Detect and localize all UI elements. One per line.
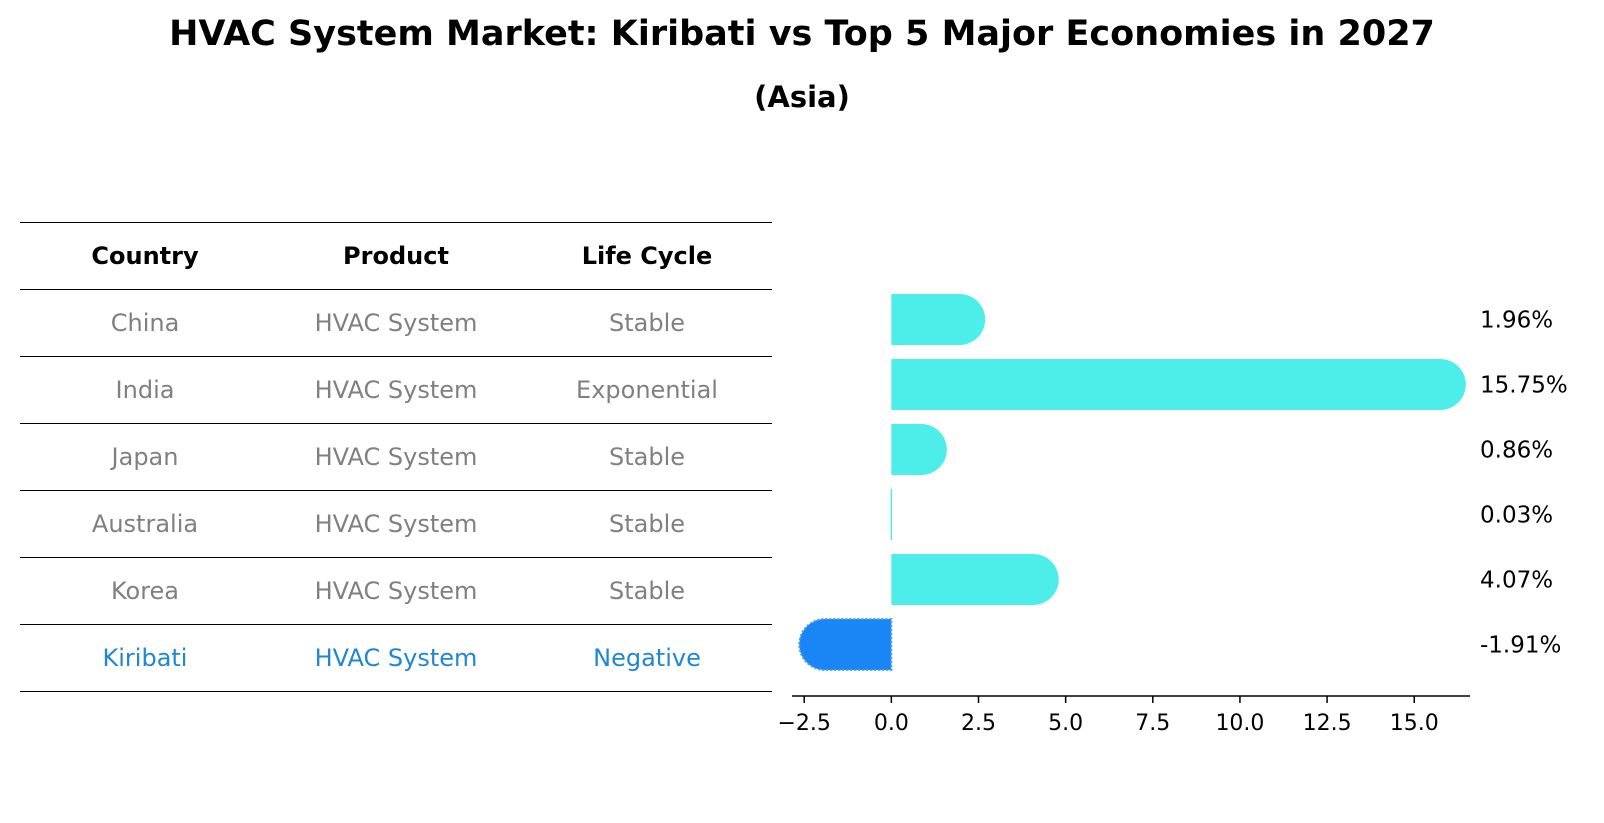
value-label-japan: 0.86% [1480, 438, 1553, 464]
cell-country: India [115, 376, 175, 404]
column-header-product: Product [343, 242, 449, 270]
value-label-korea: 4.07% [1480, 568, 1553, 594]
bar-kiribati [798, 618, 893, 671]
cell-life-cycle: Exponential [576, 376, 718, 404]
column-header-country: Country [91, 242, 199, 270]
cell-life-cycle: Stable [608, 577, 686, 605]
cell-product: HVAC System [314, 644, 478, 672]
table-row: Korea HVAC System Stable [20, 558, 772, 625]
cell-product: HVAC System [314, 309, 478, 337]
cell-product: HVAC System [314, 577, 478, 605]
table-row: China HVAC System Stable [20, 290, 772, 357]
table-row-highlighted: Kiribati HVAC System Negative [20, 625, 772, 692]
x-tick-label: 12.5 [1303, 711, 1352, 736]
cell-life-cycle: Negative [593, 644, 701, 672]
bar-india [891, 359, 1466, 410]
cell-product: HVAC System [314, 510, 478, 538]
value-label-china: 1.96% [1480, 308, 1553, 334]
x-tick-label: 0.0 [874, 711, 909, 736]
value-label-kiribati: -1.91% [1480, 633, 1561, 659]
cell-country: Korea [110, 577, 180, 605]
bar-korea [891, 554, 1059, 605]
cell-product: HVAC System [314, 443, 478, 471]
x-tick-label: 15.0 [1390, 711, 1439, 736]
value-label-india: 15.75% [1480, 373, 1568, 399]
x-tick-label: 5.0 [1048, 711, 1083, 736]
cell-country: Australia [91, 510, 199, 538]
bar-australia [890, 489, 893, 540]
cell-country: Kiribati [102, 644, 188, 672]
cell-life-cycle: Stable [608, 510, 686, 538]
bar-japan [891, 424, 947, 475]
comparison-table: Country Product Life Cycle China HVAC Sy… [20, 222, 772, 692]
x-tick-label: −2.5 [777, 711, 830, 736]
table-row: Australia HVAC System Stable [20, 491, 772, 558]
x-tick-label: 7.5 [1135, 711, 1170, 736]
x-tick-label: 2.5 [961, 711, 996, 736]
column-header-life-cycle: Life Cycle [581, 242, 713, 270]
cell-life-cycle: Stable [608, 309, 686, 337]
cell-product: HVAC System [314, 376, 478, 404]
chart-subtitle: (Asia) [754, 80, 850, 114]
table-header-row: Country Product Life Cycle [20, 222, 772, 290]
chart-title: HVAC System Market: Kiribati vs Top 5 Ma… [169, 14, 1435, 54]
cell-country: China [110, 309, 180, 337]
x-tick-label: 10.0 [1215, 711, 1264, 736]
table-row: Japan HVAC System Stable [20, 424, 772, 491]
table-row: India HVAC System Exponential [20, 357, 772, 424]
bar-china [891, 294, 986, 345]
value-label-australia: 0.03% [1480, 503, 1553, 529]
cell-country: Japan [111, 443, 179, 471]
cell-life-cycle: Stable [608, 443, 686, 471]
